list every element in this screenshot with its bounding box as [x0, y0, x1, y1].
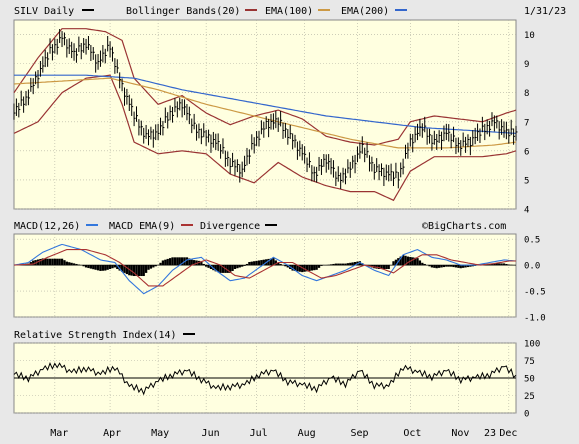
bollinger-legend-label: Bollinger Bands(20) [126, 6, 240, 17]
x-tick-label: May [151, 428, 169, 439]
y-tick-label: 0.0 [524, 262, 540, 272]
x-tick-label: Nov [451, 428, 469, 439]
y-tick-label: 0.5 [524, 236, 540, 246]
y-tick-label: -1.0 [524, 314, 546, 324]
rsi-legend-label: Relative Strength Index(14) [14, 330, 177, 341]
bollinger-upper-line [13, 28, 517, 146]
x-tick-label: Sep [350, 428, 368, 439]
x-tick-label: Jul [250, 428, 268, 439]
ticker-label: SILV Daily [14, 6, 74, 17]
ema100-legend-label: EMA(100) [265, 6, 313, 17]
y-tick-label: 5 [524, 176, 529, 186]
ema100-legend-swatch [318, 9, 330, 11]
x-tick-label: 23 [484, 428, 496, 439]
macd-ema-legend-label: MACD EMA(9) [109, 221, 175, 232]
bollinger-legend-swatch [245, 9, 257, 11]
ema200-line [14, 74, 517, 134]
y-tick-label: 0 [524, 410, 529, 420]
x-tick-label: Dec [499, 428, 517, 439]
ema200-legend-swatch [395, 9, 407, 11]
y-tick-label: 100 [524, 340, 540, 350]
bollinger-lower-line [13, 74, 517, 202]
ema200-legend-label: EMA(200) [341, 6, 389, 17]
price-panel [13, 19, 517, 210]
divergence-legend-swatch [265, 224, 277, 226]
y-tick-label: 50 [524, 375, 535, 385]
macd-panel [13, 233, 517, 318]
macd-line [13, 243, 517, 295]
chart-date: 1/31/23 [524, 6, 566, 17]
x-tick-label: Apr [103, 428, 121, 439]
y-tick-label: 9 [524, 60, 529, 70]
x-tick-label: Mar [50, 428, 68, 439]
y-tick-label: 8 [524, 89, 529, 99]
y-tick-label: 75 [524, 357, 535, 367]
y-tick-label: -0.5 [524, 288, 546, 298]
rsi-legend-swatch [183, 333, 195, 335]
y-tick-label: 25 [524, 392, 535, 402]
divergence-legend-label: Divergence [200, 221, 260, 232]
macd-ema-line [13, 249, 516, 287]
y-tick-label: 10 [524, 31, 535, 41]
macd-ema-legend-swatch [181, 224, 193, 226]
y-tick-label: 6 [524, 147, 529, 157]
x-tick-label: Aug [298, 428, 316, 439]
x-tick-label: Oct [403, 428, 421, 439]
y-tick-label: 7 [524, 118, 529, 128]
x-tick-label: Jun [202, 428, 220, 439]
copyright-credit: ©BigCharts.com [422, 221, 506, 232]
ticker-legend-swatch [82, 9, 94, 11]
rsi-line [13, 361, 517, 396]
macd-legend-swatch [86, 224, 98, 226]
macd-legend-label: MACD(12,26) [14, 221, 80, 232]
y-tick-label: 4 [524, 206, 529, 216]
